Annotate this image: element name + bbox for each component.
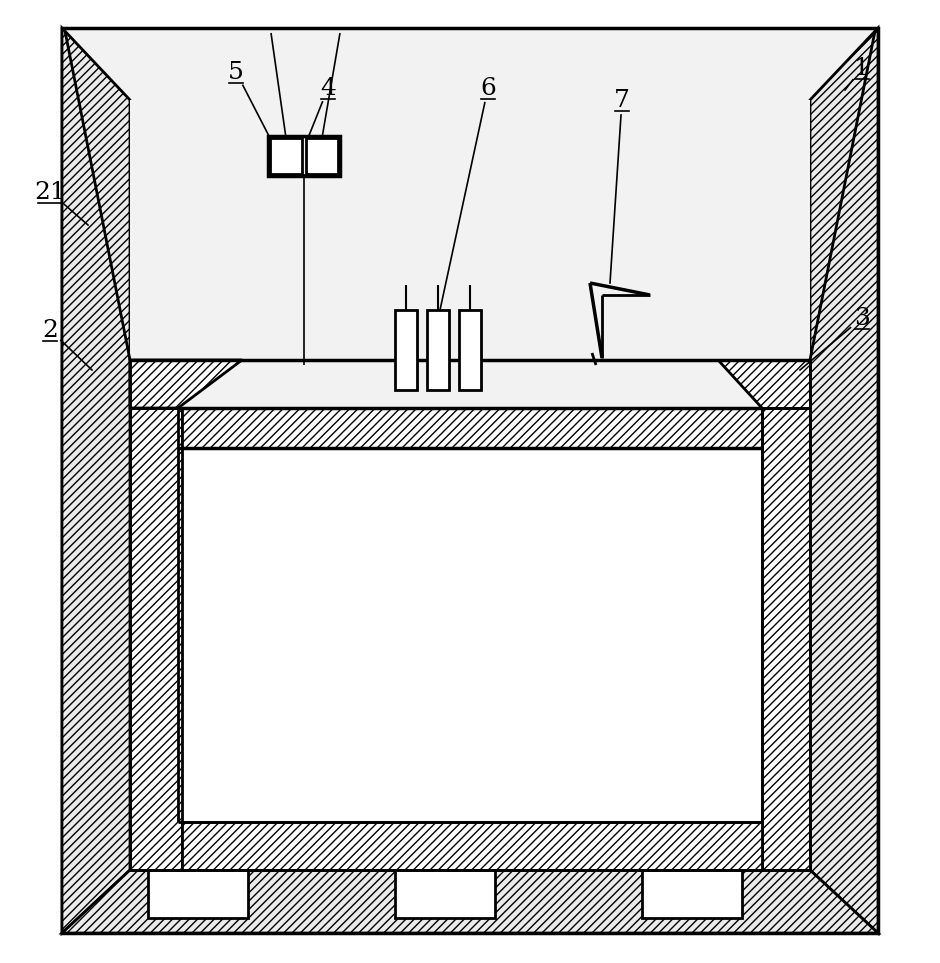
Bar: [395, 310, 417, 390]
Bar: [182, 448, 762, 822]
Bar: [182, 408, 762, 448]
Text: 6: 6: [480, 76, 496, 99]
Bar: [270, 138, 302, 174]
Bar: [427, 310, 449, 390]
Bar: [130, 408, 182, 870]
Text: 5: 5: [228, 61, 244, 84]
Text: 3: 3: [854, 306, 870, 329]
Text: 1: 1: [854, 57, 870, 80]
Text: 2: 2: [42, 319, 58, 342]
Polygon shape: [62, 870, 878, 933]
Polygon shape: [62, 28, 130, 933]
Bar: [148, 870, 248, 918]
Text: 7: 7: [614, 89, 630, 112]
Polygon shape: [130, 360, 242, 408]
Text: 21: 21: [34, 180, 66, 203]
Bar: [395, 870, 495, 918]
Bar: [642, 870, 742, 918]
Bar: [762, 408, 810, 870]
Text: 4: 4: [320, 76, 336, 99]
Polygon shape: [810, 28, 878, 933]
Bar: [62, 28, 878, 933]
Polygon shape: [130, 100, 810, 360]
Bar: [459, 310, 481, 390]
Bar: [268, 136, 340, 176]
Polygon shape: [718, 360, 810, 408]
Bar: [306, 138, 338, 174]
Bar: [182, 822, 762, 870]
